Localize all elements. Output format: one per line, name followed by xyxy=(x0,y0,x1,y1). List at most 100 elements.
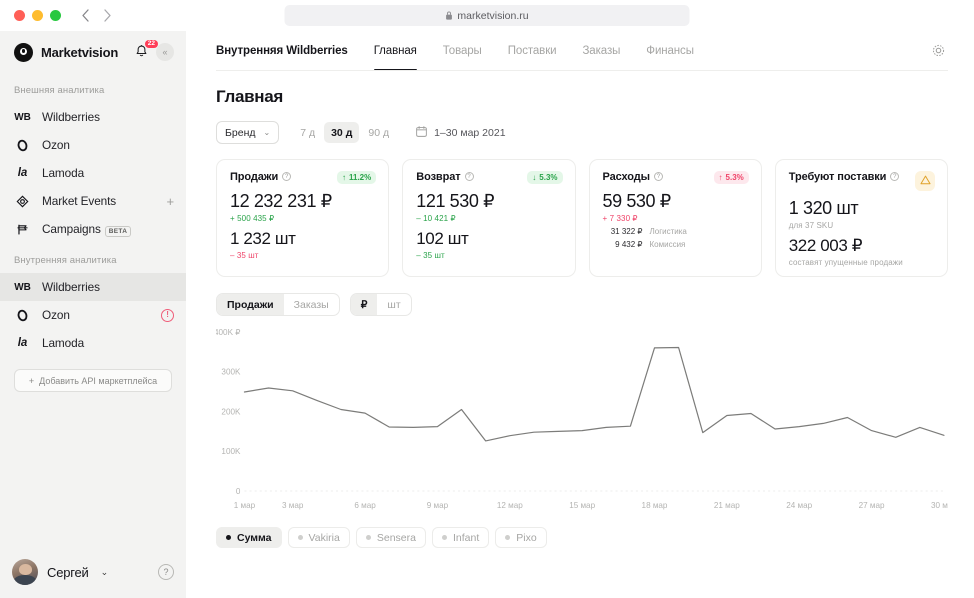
sidebar-item-label: Ozon xyxy=(42,138,70,152)
legend-label: Сумма xyxy=(237,531,272,544)
kpi-card-prodazhi[interactable]: Продажи ? ↑ 11.2% 12 232 231 ₽ + 500 435… xyxy=(216,159,390,277)
info-icon[interactable]: ? xyxy=(653,172,663,181)
status-badge: ↓ 5.3% xyxy=(527,171,563,184)
kpi-card-raskhody[interactable]: Расходы ? ↑ 5.3% 59 530 ₽ + 7 330 ₽ 31 3… xyxy=(588,159,762,277)
plus-icon: + xyxy=(28,375,35,386)
legend-label: Sensera xyxy=(376,531,416,544)
range-segmented-control: 7 д 30 д 90 д xyxy=(293,122,396,143)
sidebar-item-campaigns[interactable]: Campaigns BETA xyxy=(0,215,186,243)
x-tick-label: 9 мар xyxy=(427,501,449,510)
info-icon[interactable]: ? xyxy=(282,172,292,181)
date-range-text: 1–30 мар 2021 xyxy=(434,126,506,139)
brand-name: Marketvision xyxy=(41,44,119,60)
status-badge: ↑ 5.3% xyxy=(713,171,749,184)
kpi-cards: Продажи ? ↑ 11.2% 12 232 231 ₽ + 500 435… xyxy=(216,159,948,277)
sidebar-item-external-lamoda[interactable]: la Lamoda xyxy=(0,159,186,187)
legend-item-summa[interactable]: Сумма xyxy=(216,527,282,548)
info-icon[interactable]: ? xyxy=(890,172,900,181)
trend-value: 5.3% xyxy=(725,172,744,182)
notifications-button[interactable]: 22 xyxy=(134,39,158,61)
legend-dot-icon xyxy=(365,535,371,540)
sidebar-header: Marketvision 22 « xyxy=(0,31,186,73)
forward-icon[interactable] xyxy=(103,9,112,22)
nav-item-internal-wildberries[interactable]: Внутренняя Wildberries xyxy=(216,45,348,57)
tab-prodazhi[interactable]: Продажи xyxy=(217,294,284,315)
card-secondary-delta: – 35 шт xyxy=(230,251,259,260)
card-title: Возврат xyxy=(416,171,461,183)
y-tick-label: 300K xyxy=(221,368,241,377)
back-icon[interactable] xyxy=(81,9,90,22)
x-tick-label: 1 мар xyxy=(234,501,256,510)
collapse-sidebar-button[interactable]: « xyxy=(156,43,174,61)
warning-badge xyxy=(915,171,935,191)
x-axis-ticks: 1 мар 3 мар 6 мар 9 мар 12 мар 15 мар 18 мар 21… xyxy=(234,501,948,510)
card-primary-delta: – 10 421 ₽ xyxy=(416,214,456,223)
sidebar-item-internal-ozon[interactable]: Ozon ! xyxy=(0,301,186,329)
chart-canvas: 0 100K 200K 300K 400K ₽ 1 мар 3 мар 6 мар 9 мар… xyxy=(216,328,948,510)
nav-item-finansy[interactable]: Финансы xyxy=(646,45,694,57)
card-title: Требуют поставки xyxy=(788,171,887,183)
add-api-marketplace-button[interactable]: + Добавить API маркетплейса xyxy=(14,369,172,392)
range-90d[interactable]: 90 д xyxy=(368,126,390,139)
legend-item-infant[interactable]: Infant xyxy=(431,527,490,548)
gear-icon[interactable] xyxy=(931,43,946,58)
browser-chrome: marketvision.ru xyxy=(0,0,974,31)
range-30d[interactable]: 30 д xyxy=(324,122,360,143)
sidebar-item-internal-wildberries[interactable]: WB Wildberries xyxy=(0,273,186,301)
breakdown-value: 31 322 ₽ xyxy=(610,227,643,236)
alert-icon[interactable]: ! xyxy=(161,308,174,322)
trend-value: 5.3% xyxy=(539,172,558,182)
x-tick-label: 3 мар xyxy=(282,501,304,510)
trend-arrow-icon: ↑ xyxy=(718,172,723,182)
card-secondary-delta: составят упущенные продажи xyxy=(788,258,903,267)
brand-select[interactable]: Бренд ⌄ xyxy=(216,121,280,144)
sidebar-item-label: Wildberries xyxy=(42,280,100,294)
nav-item-glavnaya[interactable]: Главная xyxy=(373,31,417,71)
browser-navigation[interactable] xyxy=(81,9,112,22)
sidebar-item-market-events[interactable]: Market Events + xyxy=(0,187,186,215)
nav-item-tovary[interactable]: Товары xyxy=(442,45,482,57)
wb-icon: WB xyxy=(14,281,31,293)
close-window-button[interactable] xyxy=(14,10,25,21)
status-badge: ↑ 11.2% xyxy=(337,171,377,184)
nav-item-zakazy[interactable]: Заказы xyxy=(582,45,621,57)
app-body: Marketvision 22 « Внешняя аналитика WB W… xyxy=(0,31,974,598)
notification-badge: 22 xyxy=(144,39,158,49)
date-range-picker[interactable]: 1–30 мар 2021 xyxy=(416,125,506,140)
tab-zakazy[interactable]: Заказы xyxy=(293,298,329,311)
sidebar-section-label-internal: Внутренняя аналитика xyxy=(14,255,117,266)
trend-value: 11.2% xyxy=(349,172,372,182)
legend-item-sensera[interactable]: Sensera xyxy=(355,527,426,548)
address-bar[interactable]: marketvision.ru xyxy=(284,5,690,26)
card-title: Продажи xyxy=(230,171,279,183)
kpi-card-trebuyut-postavki[interactable]: Требуют поставки ? 1 320 шт для 37 SKU 3… xyxy=(774,159,948,277)
sidebar-item-internal-lamoda[interactable]: la Lamoda xyxy=(0,329,186,357)
tab-unit-sht[interactable]: шт xyxy=(387,298,401,311)
sidebar-item-external-ozon[interactable]: Ozon xyxy=(0,131,186,159)
window-controls[interactable] xyxy=(14,10,61,21)
nav-item-postavki[interactable]: Поставки xyxy=(507,45,557,57)
sidebar-item-label: Lamoda xyxy=(42,166,85,180)
kpi-card-vozvrat[interactable]: Возврат ? ↓ 5.3% 121 530 ₽ – 10 421 ₽ 10… xyxy=(402,159,576,277)
lamoda-icon: la xyxy=(17,337,28,349)
sidebar-item-external-wildberries[interactable]: WB Wildberries xyxy=(0,103,186,131)
warning-triangle-icon xyxy=(919,175,931,188)
avatar[interactable] xyxy=(12,559,38,585)
legend-item-vakiria[interactable]: Vakiria xyxy=(287,527,350,548)
x-tick-label: 27 мар xyxy=(859,501,885,510)
chevron-down-icon[interactable]: ⌄ xyxy=(100,566,109,577)
range-7d[interactable]: 7 д xyxy=(300,126,316,139)
legend-item-pixo[interactable]: Pixo xyxy=(495,527,547,548)
minimize-window-button[interactable] xyxy=(32,10,43,21)
tab-unit-rub[interactable]: ₽ xyxy=(350,294,378,315)
maximize-window-button[interactable] xyxy=(50,10,61,21)
help-icon[interactable]: ? xyxy=(158,564,174,580)
user-name[interactable]: Сергей xyxy=(47,564,89,580)
breakdown-label: Комиссия xyxy=(649,240,686,249)
chart-legend: Сумма Vakiria Sensera Infant Pixo xyxy=(216,527,948,548)
calendar-icon xyxy=(416,125,427,140)
card-primary-value: 12 232 231 ₽ xyxy=(230,191,332,211)
legend-label: Infant xyxy=(452,531,480,544)
add-market-event-icon[interactable]: + xyxy=(166,193,175,209)
info-icon[interactable]: ? xyxy=(464,172,474,181)
